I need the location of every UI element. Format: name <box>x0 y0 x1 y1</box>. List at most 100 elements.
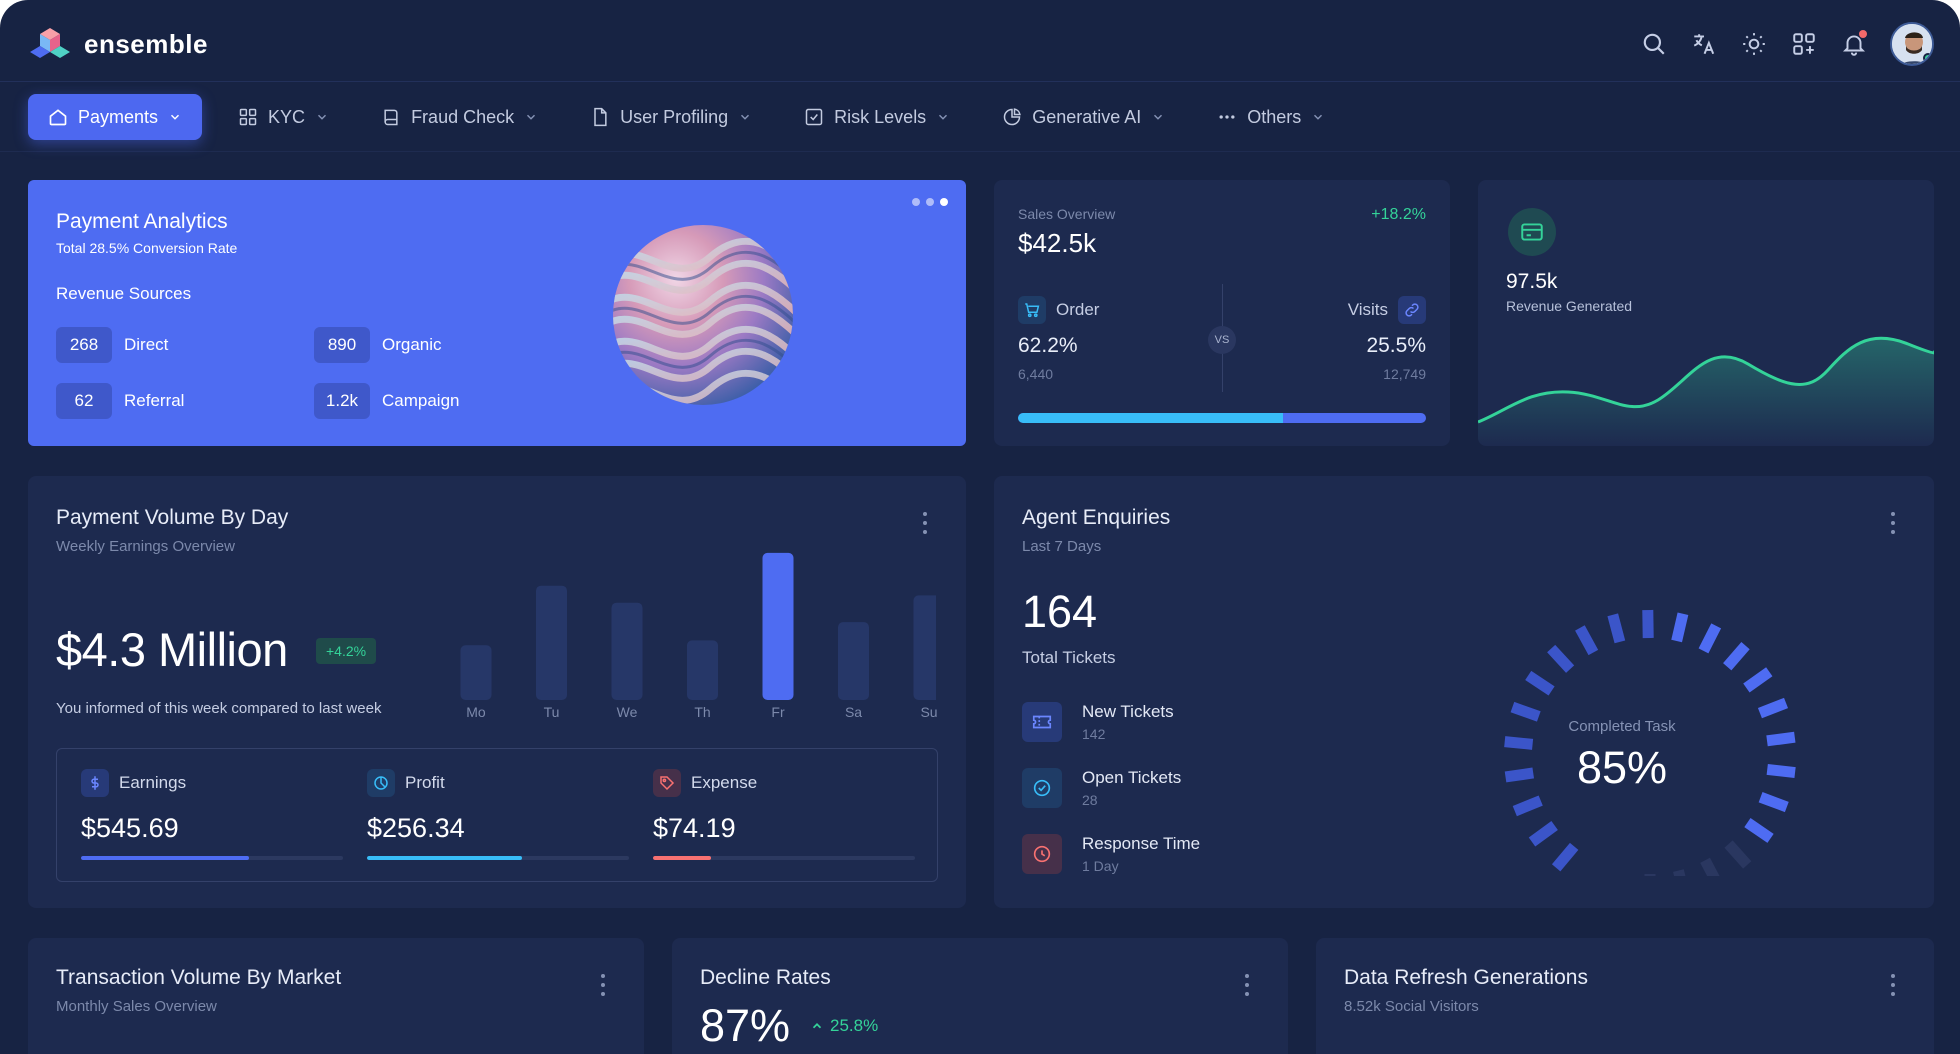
nav-item-risk-levels[interactable]: Risk Levels <box>788 94 966 140</box>
sales-overview-change: +18.2% <box>1371 206 1426 223</box>
sales-overview-value: $42.5k <box>1018 228 1097 258</box>
revenue-sources-label: Revenue Sources <box>56 284 192 303</box>
card-subtitle: Monthly Sales Overview <box>56 998 217 1015</box>
comparison-note: You informed of this week compared to la… <box>56 700 382 717</box>
gauge-segment <box>1512 795 1543 817</box>
row-subtitle: 142 <box>1082 726 1106 742</box>
more-vertical-icon[interactable] <box>1890 512 1896 534</box>
gauge-segment <box>1551 842 1579 872</box>
dollar-icon <box>81 769 109 797</box>
check-square-icon <box>805 108 823 126</box>
card-title: Agent Enquiries <box>1022 506 1171 529</box>
nav-label: Generative AI <box>1032 106 1142 127</box>
pie-chart-icon <box>1003 108 1021 126</box>
chevron-down-icon <box>1154 114 1163 120</box>
completed-task-gauge <box>1504 609 1796 876</box>
nav-item-fraud-check[interactable]: Fraud Check <box>365 94 554 140</box>
bar-we[interactable] <box>611 602 643 700</box>
source-label: Referral <box>124 391 185 410</box>
top-actions <box>1640 22 1934 66</box>
card-title: Data Refresh Generations <box>1344 966 1588 989</box>
list-item: New Tickets 142 <box>1022 702 1174 742</box>
source-label: Direct <box>124 335 169 354</box>
transaction-volume-card: Transaction Volume By Market Monthly Sal… <box>28 938 644 1054</box>
carousel-dot-active[interactable] <box>940 198 948 206</box>
tag-icon <box>653 769 681 797</box>
day-label: Th <box>694 704 711 720</box>
gauge-value: 85% <box>1576 742 1668 793</box>
card-title: Payment Volume By Day <box>56 506 289 529</box>
app-name: ensemble <box>84 28 208 59</box>
decline-rate-value: 87% <box>700 1000 791 1051</box>
online-status <box>1923 53 1932 63</box>
clock-icon <box>1022 834 1062 874</box>
gauge-segment <box>1757 697 1789 719</box>
payment-volume-card: Payment Volume By Day Weekly Earnings Ov… <box>28 476 966 908</box>
more-vertical-icon[interactable] <box>922 512 928 534</box>
translate-icon[interactable] <box>1690 30 1718 58</box>
nav-item-kyc[interactable]: KYC <box>222 94 345 140</box>
more-vertical-icon[interactable] <box>1244 974 1250 996</box>
total-tickets-label: Total Tickets <box>1022 648 1116 667</box>
vs-badge: VS <box>1208 326 1236 354</box>
nav-item-user-profiling[interactable]: User Profiling <box>574 94 768 140</box>
gauge-segment <box>1528 821 1558 847</box>
check-circle-icon <box>1022 768 1062 808</box>
bell-icon[interactable] <box>1840 30 1868 58</box>
avatar[interactable] <box>1890 22 1934 66</box>
order-visits-progress <box>1018 413 1426 423</box>
weekly-bar-chart <box>460 552 937 700</box>
cart-icon <box>1018 296 1046 324</box>
stat-progress-fill <box>81 856 249 860</box>
carousel-dot[interactable] <box>926 198 934 206</box>
top-bar: ensemble <box>0 0 1960 82</box>
gauge-segment <box>1504 767 1535 783</box>
source-label: Campaign <box>382 391 460 410</box>
day-label: Sa <box>844 704 863 720</box>
stat-progress-fill <box>653 856 711 860</box>
row-title: Open Tickets <box>1082 768 1182 787</box>
day-label: We <box>616 704 638 720</box>
order-label: Order <box>1056 300 1100 319</box>
profit-stat: Profit $256.34 <box>367 769 629 860</box>
gauge-label: Completed Task <box>1568 718 1676 735</box>
ensemble-logo-icon <box>30 28 70 58</box>
data-refresh-card: Data Refresh Generations 8.52k Social Vi… <box>1316 938 1934 1054</box>
nav-label: Payments <box>78 106 159 127</box>
nav-item-others[interactable]: Others <box>1201 94 1341 140</box>
card-title: Transaction Volume By Market <box>56 966 342 989</box>
stat-progress <box>81 856 343 860</box>
bar-tu[interactable] <box>536 585 567 700</box>
source-value: 1.2k <box>314 383 370 419</box>
carousel-dot[interactable] <box>912 198 920 206</box>
bar-sa[interactable] <box>838 622 869 700</box>
sales-overview-label: Sales Overview <box>1018 206 1116 222</box>
main-nav: Payments KYC Fraud Check User Profiling <box>0 82 1960 152</box>
card-subtitle: Last 7 Days <box>1022 538 1102 555</box>
bar-mo[interactable] <box>460 645 492 700</box>
day-label: Fr <box>771 704 785 720</box>
source-label: Organic <box>382 335 442 354</box>
gauge-segment <box>1723 641 1750 671</box>
list-item: Open Tickets 28 <box>1022 768 1181 808</box>
apps-icon[interactable] <box>1790 30 1818 58</box>
more-vertical-icon[interactable] <box>1890 974 1896 996</box>
day-label: Mo <box>466 704 486 720</box>
stat-label: Expense <box>691 773 758 792</box>
more-horizontal-icon <box>1219 115 1235 119</box>
logo[interactable]: ensemble <box>30 26 208 62</box>
bar-fr[interactable] <box>762 552 794 700</box>
nav-label: Risk Levels <box>834 106 927 127</box>
bar-su[interactable] <box>913 595 937 700</box>
nav-item-generative-ai[interactable]: Generative AI <box>986 94 1181 140</box>
more-vertical-icon[interactable] <box>600 974 606 996</box>
grid-icon <box>239 108 257 126</box>
search-icon[interactable] <box>1640 30 1668 58</box>
bar-th[interactable] <box>687 640 718 700</box>
sun-icon[interactable] <box>1740 30 1768 58</box>
decline-rates-card: Decline Rates 87% 25.8% <box>672 938 1288 1054</box>
nav-item-payments[interactable]: Payments <box>28 94 203 140</box>
chevron-down-icon <box>1314 114 1323 120</box>
visits-header: Visits <box>1348 296 1426 324</box>
